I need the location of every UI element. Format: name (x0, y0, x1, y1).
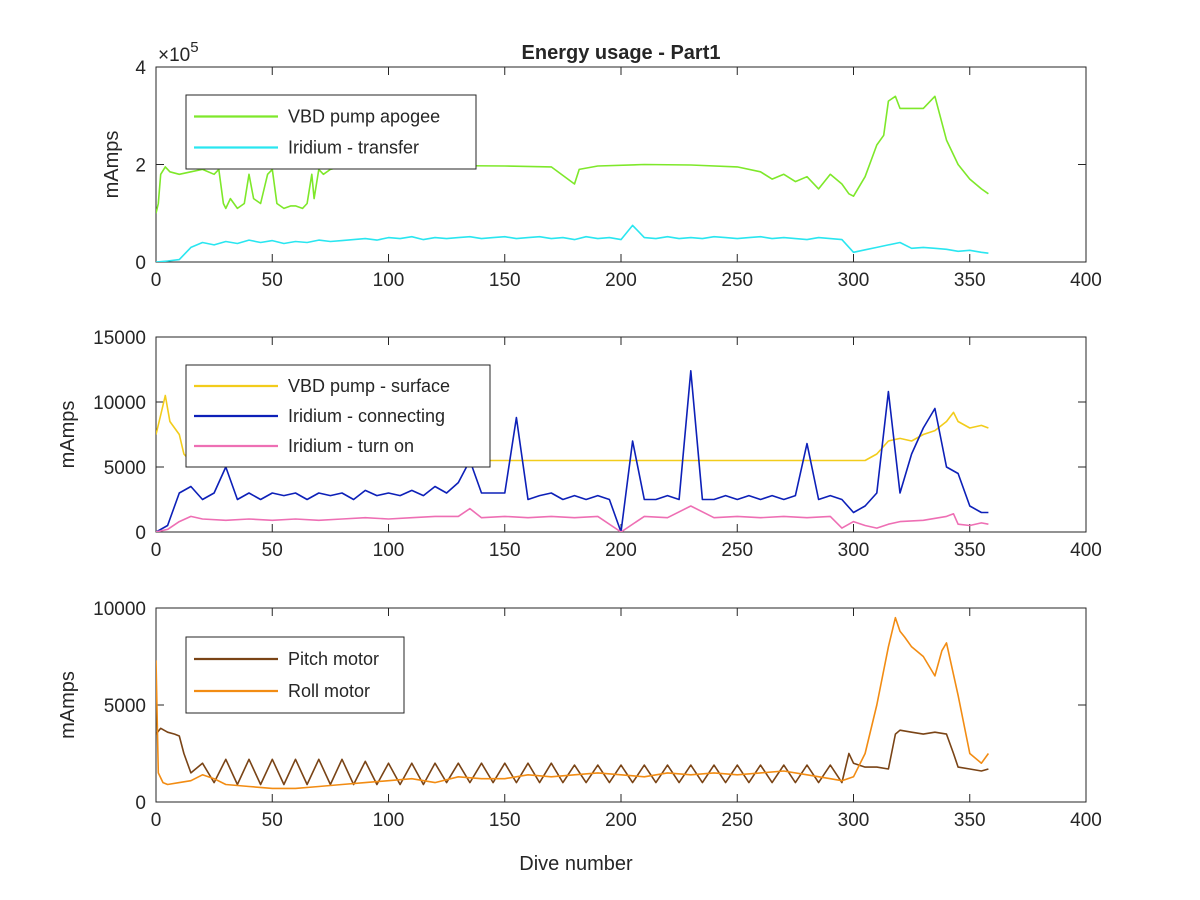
x-tick-label: 150 (489, 810, 521, 831)
legend-box (185, 94, 477, 170)
chart-title: Energy usage - Part1 (522, 42, 721, 64)
x-tick-label: 400 (1070, 270, 1102, 291)
y-exponent-power: 5 (190, 39, 198, 56)
x-tick-label: 150 (489, 270, 521, 291)
x-tick-label: 50 (262, 810, 283, 831)
series-line-0 (156, 727, 989, 786)
x-tick-label: 0 (151, 270, 162, 291)
legend-label: Iridium - connecting (288, 406, 445, 426)
energy-chart-middle: 0 50 100 150 200 250 300 350 400 0 5000 10000 15000 m… (57, 328, 1102, 561)
y-tick-label: 10000 (93, 599, 146, 620)
legend: Pitch motor Roll motor (185, 636, 405, 714)
y-exponent-label: ×105 (158, 39, 199, 66)
x-tick-label: 200 (605, 810, 637, 831)
y-tick-label: 5000 (104, 696, 146, 717)
legend: VBD pump apogee Iridium - transfer (185, 94, 477, 170)
y-tick-label: 15000 (93, 328, 146, 349)
legend-label: VBD pump - surface (288, 376, 450, 396)
legend-label: Pitch motor (288, 649, 379, 669)
y-tick-label: 0 (135, 793, 146, 814)
series-line-2 (156, 505, 989, 532)
x-tick-label: 100 (373, 270, 405, 291)
legend-label: VBD pump apogee (288, 107, 440, 127)
energy-chart-top: 0 50 100 150 200 250 300 350 400 0 2 4 ×105 Energy us… (101, 39, 1102, 291)
x-tick-label: 400 (1070, 540, 1102, 561)
x-tick-label: 50 (262, 540, 283, 561)
y-tick-label: 0 (135, 253, 146, 274)
x-tick-label: 100 (373, 540, 405, 561)
energy-chart-bottom: 0 50 100 150 200 250 300 350 400 0 5000 10000 mAmps D… (57, 599, 1102, 875)
y-tick-label: 0 (135, 523, 146, 544)
y-axis-label: mAmps (57, 401, 79, 469)
x-tick-label: 150 (489, 540, 521, 561)
series-line-1 (156, 224, 989, 262)
x-tick-label: 250 (721, 270, 753, 291)
x-tick-label: 350 (954, 810, 986, 831)
legend-label: Roll motor (288, 681, 370, 701)
x-tick-label: 200 (605, 540, 637, 561)
x-tick-label: 0 (151, 540, 162, 561)
series-line-1 (156, 616, 990, 790)
x-axis-label: Dive number (519, 853, 633, 875)
legend-label: Iridium - transfer (288, 138, 419, 158)
y-axis-label: mAmps (57, 671, 79, 739)
legend-box (185, 636, 405, 714)
y-tick-label: 2 (135, 156, 146, 177)
x-tick-label: 400 (1070, 810, 1102, 831)
y-axis-label: mAmps (101, 131, 123, 199)
legend: VBD pump - surface Iridium - connecting Ir… (185, 364, 491, 468)
y-tick-label: 10000 (93, 393, 146, 414)
x-tick-label: 350 (954, 270, 986, 291)
x-tick-label: 250 (721, 810, 753, 831)
x-tick-label: 100 (373, 810, 405, 831)
x-tick-label: 0 (151, 810, 162, 831)
x-tick-label: 250 (721, 540, 753, 561)
y-tick-label: 5000 (104, 458, 146, 479)
x-tick-label: 200 (605, 270, 637, 291)
y-exponent-base: ×10 (158, 45, 190, 66)
x-tick-label: 50 (262, 270, 283, 291)
y-tick-label: 4 (135, 58, 146, 79)
x-tick-label: 300 (838, 270, 870, 291)
series-line-0 (156, 394, 989, 463)
x-tick-label: 350 (954, 540, 986, 561)
x-tick-label: 300 (838, 540, 870, 561)
x-tick-label: 300 (838, 810, 870, 831)
series-line-1 (156, 369, 989, 532)
legend-label: Iridium - turn on (288, 436, 414, 456)
